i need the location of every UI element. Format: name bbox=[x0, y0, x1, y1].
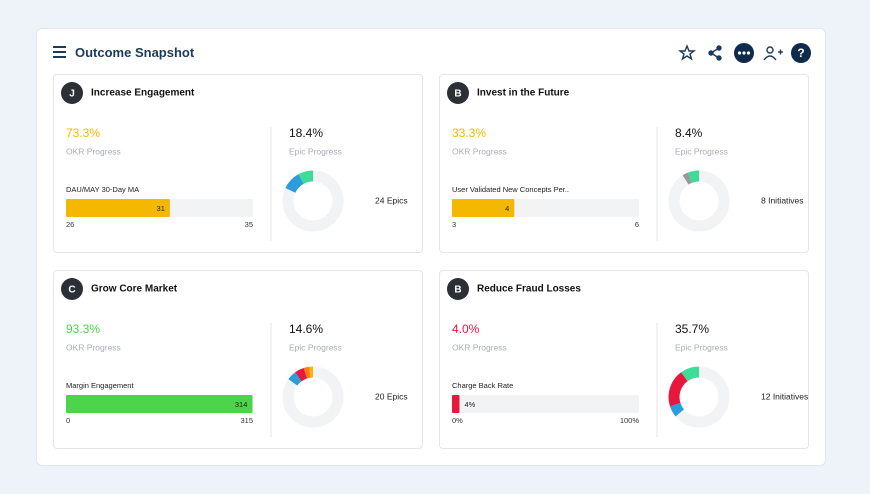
page-title: Outcome Snapshot bbox=[75, 45, 195, 60]
card-body: B Reduce Fraud Losses 4.0% OKR Progress Char… bbox=[447, 278, 808, 437]
bar-value: 314 bbox=[235, 400, 248, 409]
bar-max: 315 bbox=[240, 416, 253, 425]
avatar bbox=[61, 82, 83, 104]
bar-max: 6 bbox=[635, 220, 639, 229]
bar-fill bbox=[452, 199, 515, 217]
epic-progress: 14.6% bbox=[289, 322, 323, 336]
bar-track bbox=[452, 395, 639, 413]
card-body: B Invest in the Future 33.3% OKR Progress Us… bbox=[447, 82, 804, 241]
panel: Outcome Snapshot ? J Increase Engagement 7… bbox=[36, 28, 826, 466]
card-body: C Grow Core Market 93.3% OKR Progress Margin… bbox=[61, 278, 408, 437]
okr-label: OKR Progress bbox=[452, 146, 507, 156]
donut-segment bbox=[303, 366, 311, 379]
epic-label: Epic Progress bbox=[289, 146, 342, 156]
item-count: 24 Epics bbox=[375, 195, 408, 205]
bar-fill bbox=[452, 395, 460, 413]
bar-min: 0% bbox=[452, 416, 463, 425]
okr-progress: 33.3% bbox=[452, 126, 486, 140]
okr-card[interactable]: J Increase Engagement 73.3% OKR Progress DAU… bbox=[53, 74, 423, 253]
donut-segment bbox=[687, 170, 700, 183]
help-icon[interactable]: ? bbox=[791, 43, 811, 63]
okr-label: OKR Progress bbox=[66, 146, 121, 156]
donut-segment bbox=[298, 170, 314, 185]
okr-card[interactable]: B Invest in the Future 33.3% OKR Progress Us… bbox=[439, 74, 809, 253]
card-title: Invest in the Future bbox=[477, 88, 570, 99]
add-user-icon[interactable] bbox=[763, 46, 783, 61]
okr-progress: 4.0% bbox=[452, 322, 480, 336]
bar-fill bbox=[66, 199, 170, 217]
avatar-letter: B bbox=[454, 285, 461, 296]
more-icon[interactable] bbox=[734, 43, 754, 63]
epic-label: Epic Progress bbox=[289, 342, 342, 352]
okr-progress: 93.3% bbox=[66, 322, 100, 336]
metric-name: DAU/MAY 30-Day MA bbox=[66, 185, 139, 194]
bar-value: 31 bbox=[157, 204, 165, 213]
bar-max: 35 bbox=[245, 220, 253, 229]
bar-max: 100% bbox=[620, 416, 640, 425]
epic-progress: 8.4% bbox=[675, 126, 703, 140]
metric-name: User Validated New Concepts Per.. bbox=[452, 185, 569, 194]
epic-progress: 35.7% bbox=[675, 322, 709, 336]
toolbar: ? bbox=[677, 43, 811, 63]
card-title: Grow Core Market bbox=[91, 284, 178, 295]
item-count: 12 Initiatives bbox=[761, 391, 808, 401]
avatar bbox=[61, 278, 83, 300]
share-icon[interactable] bbox=[708, 45, 722, 61]
epic-label: Epic Progress bbox=[675, 342, 728, 352]
donut-segment bbox=[682, 172, 692, 185]
avatar-letter: C bbox=[68, 285, 75, 296]
donut-segment bbox=[288, 372, 302, 386]
okr-progress: 73.3% bbox=[66, 126, 100, 140]
bar-min: 3 bbox=[452, 220, 456, 229]
okr-card[interactable]: C Grow Core Market 93.3% OKR Progress Margin… bbox=[53, 270, 423, 449]
avatar-letter: J bbox=[69, 89, 75, 100]
avatar bbox=[447, 82, 469, 104]
okr-label: OKR Progress bbox=[452, 342, 507, 352]
donut-segment bbox=[295, 367, 308, 382]
bar-fill bbox=[66, 395, 253, 413]
bar-min: 0 bbox=[66, 416, 70, 425]
epic-label: Epic Progress bbox=[675, 146, 728, 156]
avatar bbox=[447, 278, 469, 300]
metric-name: Margin Engagement bbox=[66, 381, 134, 390]
donut-segment bbox=[681, 366, 700, 382]
bar-value: 4 bbox=[505, 204, 509, 213]
okr-card[interactable]: B Reduce Fraud Losses 4.0% OKR Progress Char… bbox=[439, 270, 809, 449]
bar-min: 26 bbox=[66, 220, 74, 229]
avatar-letter: B bbox=[454, 89, 461, 100]
donut-segment bbox=[285, 174, 304, 194]
item-count: 20 Epics bbox=[375, 391, 408, 401]
card-body: J Increase Engagement 73.3% OKR Progress DAU… bbox=[61, 82, 408, 241]
metric-name: Charge Back Rate bbox=[452, 381, 513, 390]
donut-segment bbox=[669, 402, 685, 417]
card-title: Reduce Fraud Losses bbox=[477, 284, 581, 295]
item-count: 8 Initiatives bbox=[761, 195, 804, 205]
donut-track bbox=[668, 170, 730, 232]
card-title: Increase Engagement bbox=[91, 88, 195, 99]
svg-text:?: ? bbox=[797, 46, 804, 60]
menu-icon[interactable] bbox=[53, 46, 67, 58]
bar-value: 4% bbox=[464, 400, 475, 409]
epic-progress: 18.4% bbox=[289, 126, 323, 140]
donut-segment bbox=[668, 372, 688, 407]
okr-label: OKR Progress bbox=[66, 342, 121, 352]
star-icon[interactable] bbox=[677, 44, 697, 61]
